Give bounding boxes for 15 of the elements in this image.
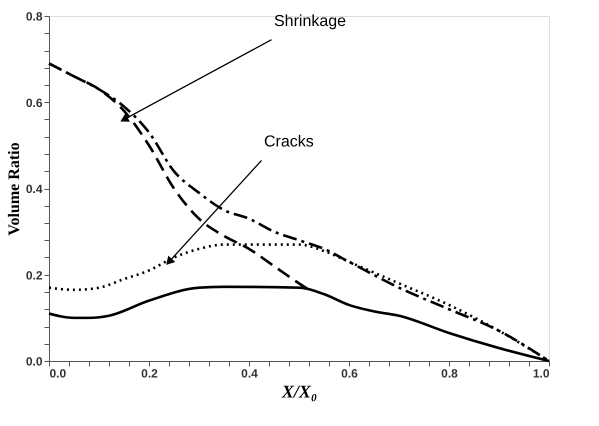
annotation: Shrinkage [274,12,346,30]
x-tick-label: 0.2 [141,366,158,380]
y-tick-label: 0.6 [26,96,43,110]
y-axis-title: Volume Ratio [6,142,23,236]
x-axis-title: X/X₀ [280,382,318,402]
x-tick-label: 0.8 [441,366,458,380]
y-tick-label: 0.4 [26,182,43,196]
y-tick-label: 0.8 [26,10,43,24]
y-tick-label: 0.2 [26,268,43,282]
y-tick-label: 0.0 [26,354,43,368]
x-tick-label: 0.6 [341,366,358,380]
x-tick-label: 1.0 [532,366,550,380]
x-tick-label: 0.4 [241,366,258,380]
x-tick-label: 0.0 [50,366,67,380]
annotation: Cracks [264,134,314,151]
